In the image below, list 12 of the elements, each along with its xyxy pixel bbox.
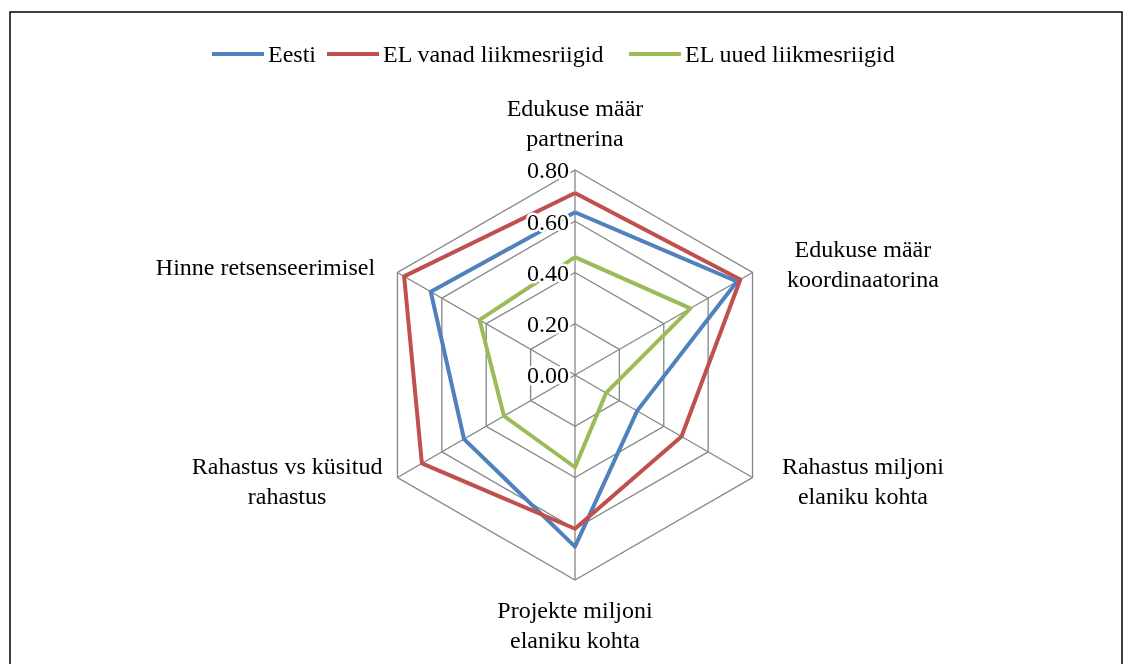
spoke-label: Edukuse määr koordinaatorina — [786, 235, 940, 292]
legend-label: EL vanad liikmesriigid — [383, 41, 604, 68]
y-tick-label: 0.00 — [527, 362, 569, 389]
y-tick-label: 0.80 — [527, 157, 569, 184]
y-tick-label: 0.20 — [527, 311, 569, 338]
spoke-label: Hinne retsenseerimisel — [155, 253, 376, 280]
spoke-label: Rahastus miljoni elaniku kohta — [781, 452, 945, 509]
spoke-label: Projekte miljoni elaniku kohta — [497, 597, 653, 653]
legend-label: EL uued liikmesriigid — [685, 41, 895, 68]
legend-label: Eesti — [268, 41, 317, 68]
spoke-label: Edukuse määr partnerina — [506, 95, 644, 151]
spoke-label: Rahastus vs küsitud rahastus — [191, 452, 383, 509]
